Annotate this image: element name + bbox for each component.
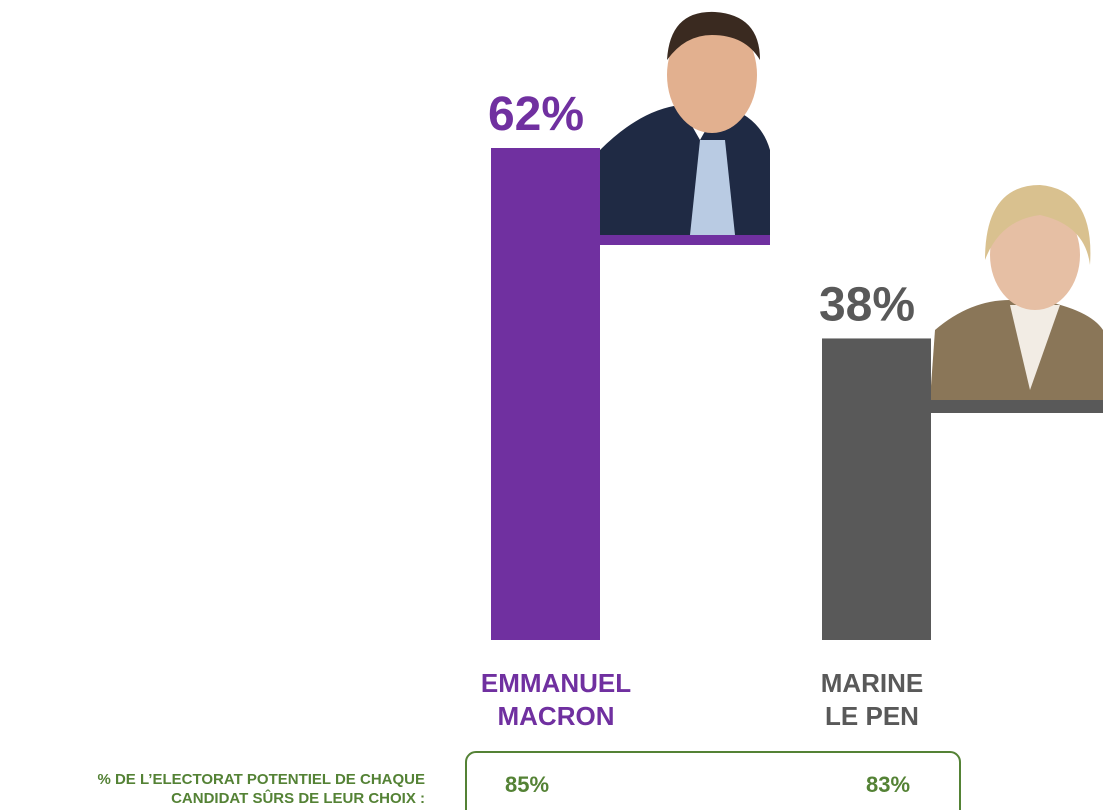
category-label: MARINE LE PEN — [820, 668, 924, 731]
value-label: 62% — [488, 88, 584, 141]
category-label: EMMANUEL MACRON — [480, 668, 632, 731]
bar-arm — [600, 235, 770, 245]
note: % DE L’ELECTORAT POTENTIEL DE CHAQUE CAN… — [97, 771, 425, 807]
sure-value: 85% — [504, 772, 550, 797]
bar-arm — [930, 400, 1103, 413]
photo-macron — [585, 0, 770, 235]
sure-value: 83% — [865, 772, 911, 797]
value-label: 38% — [819, 278, 915, 331]
bar — [491, 148, 600, 640]
photo-le-pen — [930, 183, 1103, 400]
bar — [822, 338, 931, 640]
sure-box — [465, 751, 961, 810]
